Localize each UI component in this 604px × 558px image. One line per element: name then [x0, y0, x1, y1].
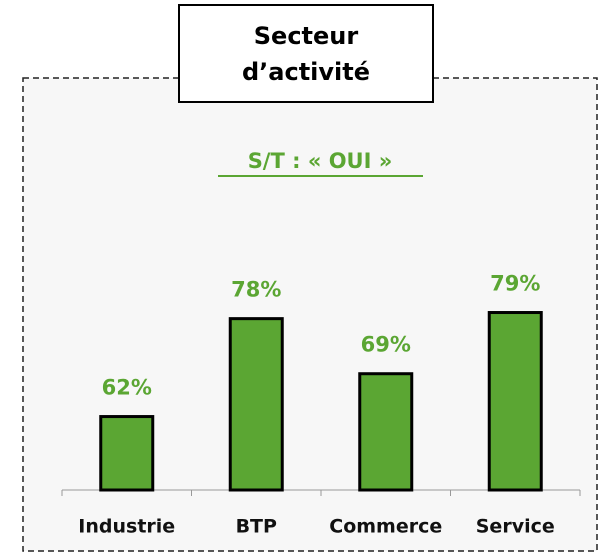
bar: [358, 372, 414, 492]
x-tick-label: Service: [476, 516, 555, 538]
value-label: 62%: [102, 376, 152, 400]
bar: [228, 317, 284, 492]
x-tick-label: Industrie: [78, 516, 175, 538]
x-tick-label: BTP: [236, 516, 277, 538]
value-label: 78%: [231, 278, 281, 302]
value-label: 69%: [361, 333, 411, 357]
value-label: 79%: [490, 272, 540, 296]
chart-subtitle: S/T : « OUI »: [248, 149, 393, 173]
bar: [487, 311, 543, 492]
x-tick-label: Commerce: [329, 516, 442, 538]
bar: [99, 415, 155, 492]
chart-title: Secteur d’activité: [178, 4, 434, 103]
